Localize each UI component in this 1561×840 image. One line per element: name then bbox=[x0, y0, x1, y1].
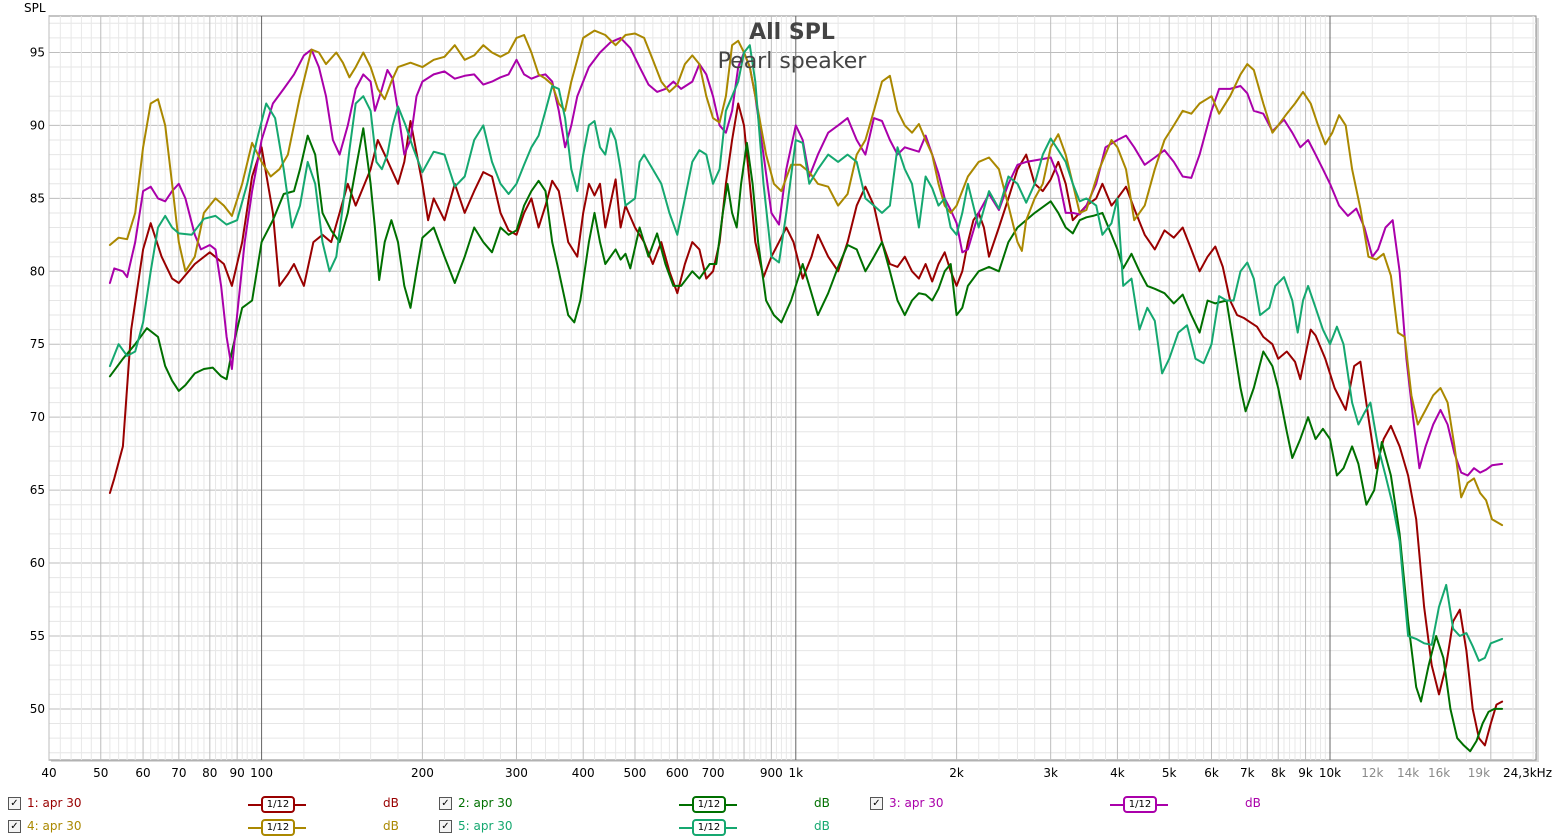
series-line-5 bbox=[108, 44, 1504, 662]
legend-item-2: ✓ 2: apr 30 1/12 dB bbox=[439, 794, 859, 814]
x-tick-label: 8k bbox=[1271, 766, 1286, 780]
series-layer bbox=[108, 29, 1504, 753]
legend-smoothing-swatch[interactable]: 1/12 bbox=[679, 796, 737, 813]
legend-item-1: ✓ 1: apr 30 1/12 dB bbox=[8, 794, 428, 814]
legend-label[interactable]: 5: apr 30 bbox=[458, 819, 513, 833]
series-line-4 bbox=[108, 29, 1504, 527]
x-tick-label: 70 bbox=[171, 766, 186, 780]
axes: 50 55 60 65 70 75 80 85 90 95 40 50 60 70 80 90 100 200 30… bbox=[30, 45, 1552, 780]
y-tick-label: 70 bbox=[30, 410, 45, 424]
legend-smoothing-swatch[interactable]: 1/12 bbox=[1110, 796, 1168, 813]
legend: ✓ 1: apr 30 1/12 dB ✓ 2: apr 30 1/12 dB ✓ 3: apr … bbox=[0, 790, 1561, 840]
x-tick-label: 500 bbox=[624, 766, 647, 780]
legend-smoothing-label: 1/12 bbox=[692, 819, 726, 836]
x-tick-label: 4k bbox=[1110, 766, 1125, 780]
legend-item-5: ✓ 5: apr 30 1/12 dB bbox=[439, 817, 859, 837]
x-tick-label: 300 bbox=[505, 766, 528, 780]
x-tick-label: 7k bbox=[1240, 766, 1255, 780]
x-tick-label: 5k bbox=[1162, 766, 1177, 780]
x-tick-label: 14k bbox=[1397, 766, 1419, 780]
legend-checkbox[interactable]: ✓ bbox=[8, 820, 21, 833]
series-line-2 bbox=[108, 127, 1504, 753]
y-axis-title: SPL bbox=[24, 1, 46, 15]
x-tick-label: 900 bbox=[760, 766, 783, 780]
legend-label[interactable]: 1: apr 30 bbox=[27, 796, 82, 810]
x-tick-label: 400 bbox=[572, 766, 595, 780]
x-tick-label: 3k bbox=[1043, 766, 1058, 780]
x-tick-label: 100 bbox=[250, 766, 273, 780]
y-tick-label: 65 bbox=[30, 483, 45, 497]
x-tick-label: 700 bbox=[702, 766, 725, 780]
legend-unit: dB bbox=[1245, 796, 1261, 810]
x-tick-label: 600 bbox=[666, 766, 689, 780]
x-tick-label: 9k bbox=[1298, 766, 1313, 780]
chart-title: All SPL bbox=[749, 20, 835, 45]
legend-unit: dB bbox=[814, 796, 830, 810]
legend-item-4: ✓ 4: apr 30 1/12 dB bbox=[8, 817, 428, 837]
legend-label[interactable]: 4: apr 30 bbox=[27, 819, 82, 833]
chart-subtitle: Pearl speaker bbox=[718, 49, 868, 74]
y-tick-label: 55 bbox=[30, 629, 45, 643]
series-line-3 bbox=[108, 36, 1504, 477]
legend-label[interactable]: 3: apr 30 bbox=[889, 796, 944, 810]
legend-unit: dB bbox=[383, 796, 399, 810]
x-tick-label: 2k bbox=[949, 766, 964, 780]
legend-checkbox[interactable]: ✓ bbox=[439, 797, 452, 810]
x-tick-label: 60 bbox=[135, 766, 150, 780]
y-tick-label: 90 bbox=[30, 118, 45, 132]
y-tick-label: 95 bbox=[30, 45, 45, 59]
y-tick-label: 75 bbox=[30, 337, 45, 351]
series-line-1 bbox=[108, 102, 1504, 747]
legend-unit: dB bbox=[383, 819, 399, 833]
legend-smoothing-label: 1/12 bbox=[261, 796, 295, 813]
x-tick-label: 90 bbox=[229, 766, 244, 780]
legend-smoothing-label: 1/12 bbox=[1123, 796, 1157, 813]
y-tick-label: 60 bbox=[30, 556, 45, 570]
x-tick-label: 6k bbox=[1204, 766, 1219, 780]
y-tick-label: 85 bbox=[30, 191, 45, 205]
legend-checkbox[interactable]: ✓ bbox=[8, 797, 21, 810]
x-tick-label: 50 bbox=[93, 766, 108, 780]
legend-label[interactable]: 2: apr 30 bbox=[458, 796, 513, 810]
x-tick-label: 24,3kHz bbox=[1503, 766, 1552, 780]
x-tick-label: 80 bbox=[202, 766, 217, 780]
x-tick-label: 1k bbox=[788, 766, 803, 780]
x-tick-label: 40 bbox=[41, 766, 56, 780]
x-tick-label: 16k bbox=[1428, 766, 1450, 780]
legend-item-3: ✓ 3: apr 30 1/12 dB bbox=[870, 794, 1290, 814]
legend-smoothing-label: 1/12 bbox=[261, 819, 295, 836]
x-tick-label: 10k bbox=[1319, 766, 1341, 780]
spl-chart: 50 55 60 65 70 75 80 85 90 95 40 50 60 70 80 90 100 200 30… bbox=[24, 1, 1552, 780]
legend-smoothing-swatch[interactable]: 1/12 bbox=[679, 819, 737, 836]
x-tick-label: 19k bbox=[1468, 766, 1490, 780]
x-tick-label: 200 bbox=[411, 766, 434, 780]
x-tick-label: 12k bbox=[1361, 766, 1383, 780]
legend-smoothing-label: 1/12 bbox=[692, 796, 726, 813]
legend-unit: dB bbox=[814, 819, 830, 833]
y-tick-label: 80 bbox=[30, 264, 45, 278]
y-tick-label: 50 bbox=[30, 702, 45, 716]
legend-checkbox[interactable]: ✓ bbox=[870, 797, 883, 810]
legend-smoothing-swatch[interactable]: 1/12 bbox=[248, 796, 306, 813]
legend-checkbox[interactable]: ✓ bbox=[439, 820, 452, 833]
legend-smoothing-swatch[interactable]: 1/12 bbox=[248, 819, 306, 836]
